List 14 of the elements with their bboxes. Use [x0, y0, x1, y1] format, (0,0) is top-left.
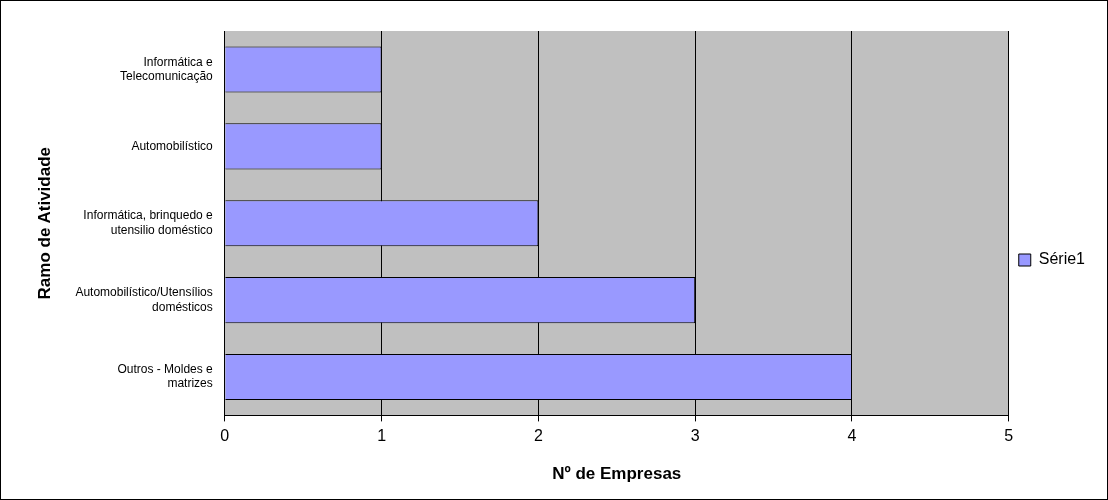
x-tick-label: 2	[533, 427, 543, 445]
x-tick-label: 4	[847, 427, 857, 445]
y-tick-label: Automobilístico	[131, 138, 214, 153]
x-axis-title: Nº de Empresas	[552, 464, 682, 484]
y-tick-label: Automobilístico/Utensílios domésticos	[75, 285, 213, 314]
x-tick-label: 5	[1004, 427, 1014, 445]
legend-label: Série1	[1038, 250, 1086, 268]
x-tick-label: 1	[377, 427, 387, 445]
y-tick-label: Outros - Moldes e matrizes	[117, 362, 214, 391]
x-tick-label: 3	[690, 427, 700, 445]
y-tick-label: Informática e Telecomunicação	[120, 54, 214, 83]
x-tick-label: 0	[220, 427, 230, 445]
y-tick-label: Informática, brinquedo e utensilio doméstico	[83, 208, 214, 237]
y-axis-title: Ramo de Atividade	[34, 147, 54, 300]
